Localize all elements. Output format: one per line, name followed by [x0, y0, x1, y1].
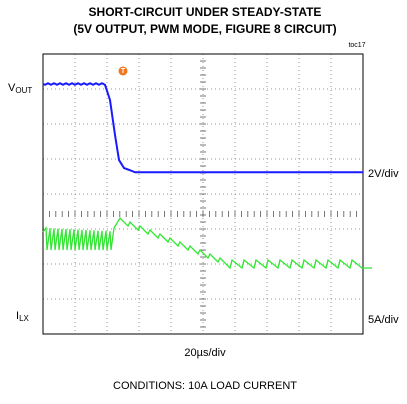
- vout-trace: [42, 82, 363, 174]
- scope-frame: [42, 53, 364, 335]
- timebase: 20µs/div: [184, 347, 226, 359]
- trigger-marker-label: T: [121, 68, 126, 75]
- title-line: SHORT-CIRCUIT UNDER STEADY-STATE: [89, 5, 322, 19]
- channel-label-main: V: [8, 82, 16, 94]
- channel-scale: 2V/div: [368, 168, 399, 180]
- channel-label: VOUT: [8, 82, 32, 95]
- channel-label-main: I: [16, 310, 19, 322]
- ilx-trace: [42, 216, 372, 270]
- channel-scale: 5A/div: [368, 314, 399, 326]
- title-line: (5V OUTPUT, PWM MODE, FIGURE 8 CIRCUIT): [73, 22, 336, 36]
- scope-grid: [42, 53, 364, 335]
- figure-id: toc17: [348, 42, 365, 49]
- channel-label-sub: LX: [19, 314, 29, 323]
- note: CONDITIONS: 10A LOAD CURRENT: [113, 380, 297, 392]
- trigger-marker: [118, 66, 128, 76]
- channel-label: ILX: [16, 310, 30, 323]
- channel-label-sub: OUT: [15, 86, 32, 95]
